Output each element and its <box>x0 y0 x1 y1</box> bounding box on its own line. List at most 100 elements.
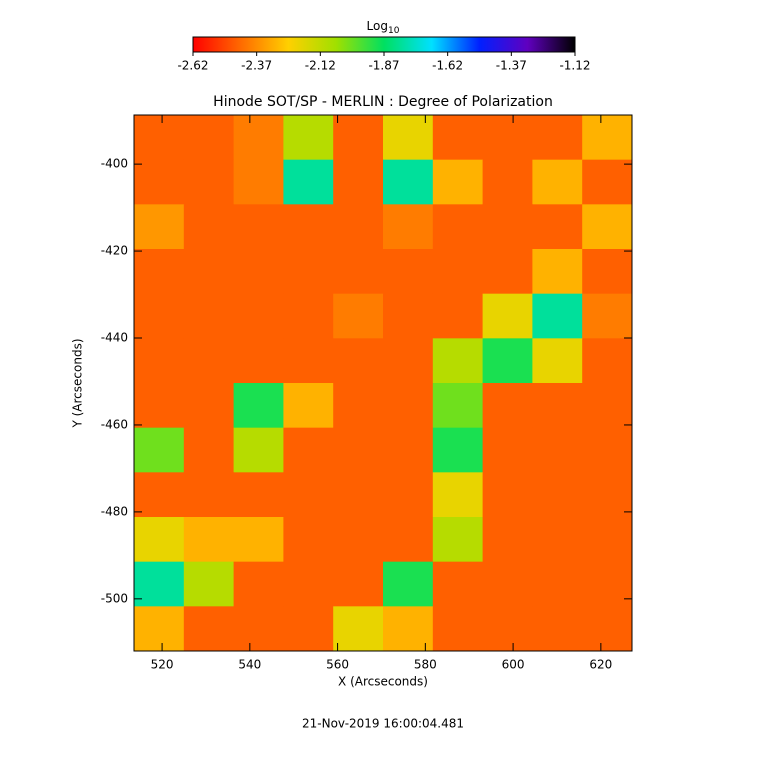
heatmap-cell <box>582 204 633 250</box>
heatmap-cell <box>283 159 334 205</box>
y-tick-label: -500 <box>101 591 128 605</box>
heatmap-cell <box>333 427 384 473</box>
heatmap-cell <box>134 115 185 161</box>
heatmap-cell <box>134 561 185 607</box>
heatmap-cell <box>333 293 384 339</box>
colorbar-tick-label: -1.12 <box>559 59 590 73</box>
colorbar-label-sub: 10 <box>388 26 400 36</box>
heatmap-cell <box>482 606 533 652</box>
heatmap-cell <box>482 427 533 473</box>
heatmap-cell <box>432 427 484 473</box>
heatmap-cell <box>233 427 284 473</box>
heatmap-cell <box>532 159 583 205</box>
heatmap-cell <box>233 517 284 563</box>
heatmap-cell <box>183 427 235 473</box>
colorbar-tick-label: -2.12 <box>305 59 336 73</box>
heatmap-cell <box>582 338 633 384</box>
heatmap-cell <box>432 249 484 295</box>
heatmap-cell <box>283 561 334 607</box>
heatmap-cell <box>432 204 484 250</box>
heatmap-cell <box>532 249 583 295</box>
heatmap-cell <box>183 204 235 250</box>
heatmap-cell <box>233 249 284 295</box>
heatmap-cell <box>482 472 533 518</box>
heatmap-cell <box>183 338 235 384</box>
heatmap-cell <box>134 249 185 295</box>
heatmap-cell <box>482 293 533 339</box>
heatmap-cell <box>532 383 583 429</box>
y-tick-label: -460 <box>101 417 128 431</box>
heatmap-cell <box>134 338 185 384</box>
x-tick-label: 540 <box>238 658 261 672</box>
heatmap-cell <box>333 606 384 652</box>
colorbar <box>192 36 576 53</box>
heatmap-cell <box>432 383 484 429</box>
heatmap-cell <box>532 338 583 384</box>
heatmap-cell <box>183 606 235 652</box>
heatmap-cell <box>383 383 434 429</box>
heatmap-cell <box>482 115 533 161</box>
heatmap-cell <box>233 115 284 161</box>
heatmap-cell <box>134 427 185 473</box>
heatmap-cell <box>383 338 434 384</box>
heatmap-cell <box>482 249 533 295</box>
y-tick-label: -400 <box>101 157 128 171</box>
heatmap-cell <box>134 517 185 563</box>
heatmap-cell <box>383 159 434 205</box>
heatmap-cell <box>333 561 384 607</box>
heatmap-cell <box>383 293 434 339</box>
heatmap-cell <box>333 383 384 429</box>
heatmap-cell <box>134 204 185 250</box>
colorbar-label: Log10 <box>367 19 400 36</box>
heatmap-cell <box>283 115 334 161</box>
heatmap-cell <box>432 517 484 563</box>
heatmap-cell <box>532 293 583 339</box>
heatmap-cell <box>233 338 284 384</box>
colorbar-tick-label: -2.62 <box>177 59 208 73</box>
heatmap-cell <box>432 606 484 652</box>
heatmap-cell <box>283 249 334 295</box>
heatmap-cell <box>283 338 334 384</box>
heatmap-cell <box>582 293 633 339</box>
heatmap-cell <box>134 383 185 429</box>
heatmap-cell <box>582 561 633 607</box>
heatmap-cell <box>333 338 384 384</box>
heatmap-cell <box>582 606 633 652</box>
colorbar-label-text: Log <box>367 19 388 33</box>
heatmap-cell <box>532 204 583 250</box>
heatmap-cell <box>283 383 334 429</box>
heatmap-cell <box>233 383 284 429</box>
heatmap-cell <box>432 561 484 607</box>
heatmap-cell <box>283 427 334 473</box>
heatmap-cell <box>283 472 334 518</box>
y-tick-label: -440 <box>101 331 128 345</box>
y-tick-label: -480 <box>101 504 128 518</box>
heatmap-cell <box>183 472 235 518</box>
heatmap-cell <box>233 561 284 607</box>
heatmap-cell <box>283 606 334 652</box>
heatmap-cell <box>582 383 633 429</box>
heatmap-cell <box>383 472 434 518</box>
heatmap-cell <box>432 159 484 205</box>
heatmap-cell <box>482 159 533 205</box>
colorbar-tick-label: -1.87 <box>368 59 399 73</box>
heatmap-cell <box>333 159 384 205</box>
heatmap-cell <box>183 159 235 205</box>
heatmap-cell <box>383 427 434 473</box>
y-axis-label: Y (Arcseconds) <box>71 338 85 428</box>
heatmap-cell <box>183 293 235 339</box>
heatmap-cell <box>333 249 384 295</box>
colorbar-tick-label: -1.62 <box>432 59 463 73</box>
colorbar-tick-label: -2.37 <box>241 59 272 73</box>
heatmap-cell <box>283 204 334 250</box>
heatmap-cell <box>333 472 384 518</box>
x-axis-label: X (Arcseconds) <box>338 675 428 689</box>
x-tick-label: 560 <box>326 658 349 672</box>
heatmap-cell <box>532 517 583 563</box>
heatmap-cell <box>582 249 633 295</box>
heatmap-cell <box>432 472 484 518</box>
heatmap-cell <box>283 517 334 563</box>
heatmap-cell <box>432 293 484 339</box>
heatmap-cell <box>383 204 434 250</box>
heatmap-cell <box>532 606 583 652</box>
